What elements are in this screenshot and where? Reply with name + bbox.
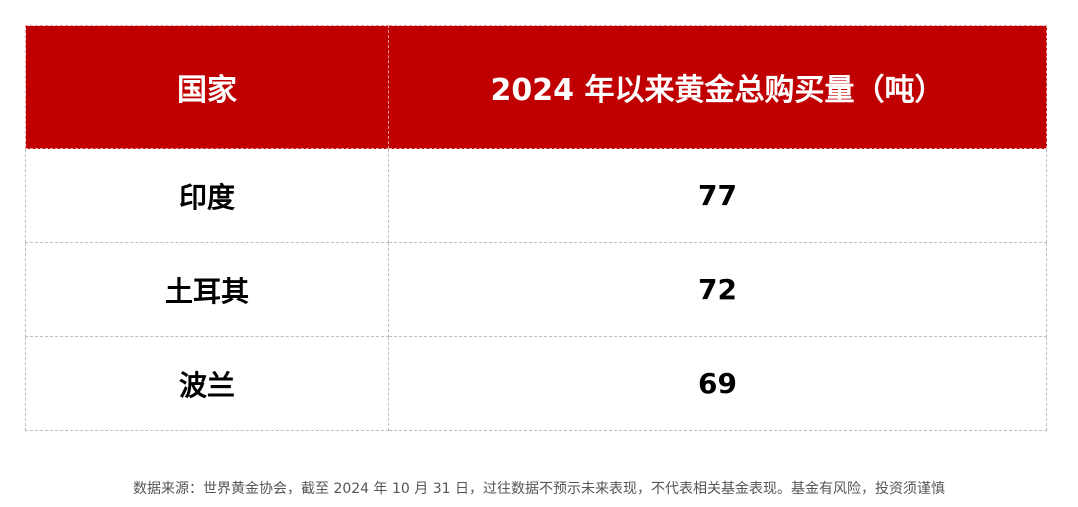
table-row: 土耳其 72	[25, 242, 1047, 337]
table-row: 印度 77	[25, 148, 1047, 243]
country-cell: 印度	[25, 148, 389, 243]
country-cell: 土耳其	[25, 242, 389, 337]
header-row: 国家 2024 年以来黄金总购买量（吨）	[25, 25, 1047, 149]
amount-cell: 69	[388, 336, 1047, 431]
amount-cell: 77	[388, 148, 1047, 243]
header-cell: 国家	[25, 25, 389, 149]
country-cell: 波兰	[25, 336, 389, 431]
footer-note: 数据来源：世界黄金协会，截至 2024 年 10 月 31 日，过往数据不预示未…	[133, 481, 945, 497]
amount-cell: 72	[388, 242, 1047, 337]
header-cell: 2024 年以来黄金总购买量（吨）	[388, 25, 1047, 149]
table-row: 波兰 69	[25, 336, 1047, 431]
data-table: 国家 2024 年以来黄金总购买量（吨） 印度 77 土耳其 72 波兰 69	[25, 25, 1047, 431]
